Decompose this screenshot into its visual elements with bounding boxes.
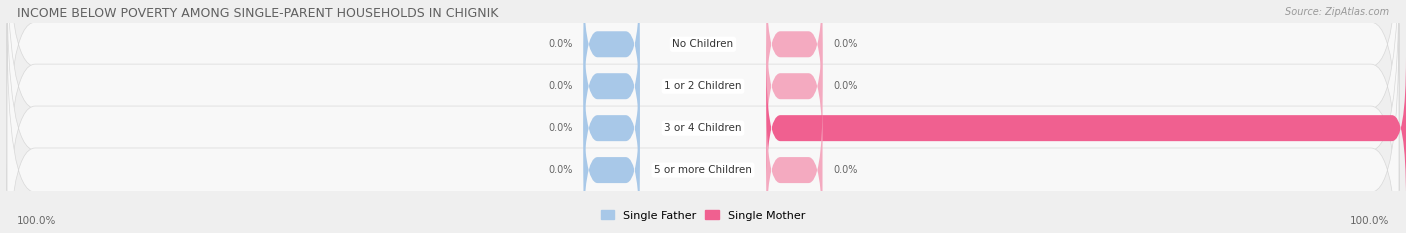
FancyBboxPatch shape <box>766 15 823 157</box>
Text: 0.0%: 0.0% <box>832 165 858 175</box>
Text: 0.0%: 0.0% <box>548 123 574 133</box>
Text: 0.0%: 0.0% <box>548 39 574 49</box>
Text: 0.0%: 0.0% <box>832 81 858 91</box>
FancyBboxPatch shape <box>583 57 640 199</box>
FancyBboxPatch shape <box>7 0 1399 190</box>
FancyBboxPatch shape <box>7 0 1399 232</box>
Text: 0.0%: 0.0% <box>832 39 858 49</box>
FancyBboxPatch shape <box>583 15 640 157</box>
Text: Source: ZipAtlas.com: Source: ZipAtlas.com <box>1285 7 1389 17</box>
FancyBboxPatch shape <box>583 99 640 233</box>
FancyBboxPatch shape <box>7 0 1399 233</box>
Text: 3 or 4 Children: 3 or 4 Children <box>664 123 742 133</box>
Text: 100.0%: 100.0% <box>17 216 56 226</box>
FancyBboxPatch shape <box>766 0 823 115</box>
Text: 100.0%: 100.0% <box>1350 216 1389 226</box>
FancyBboxPatch shape <box>766 57 1406 199</box>
Text: 0.0%: 0.0% <box>548 165 574 175</box>
Text: 0.0%: 0.0% <box>548 81 574 91</box>
FancyBboxPatch shape <box>766 99 823 233</box>
Text: 5 or more Children: 5 or more Children <box>654 165 752 175</box>
Text: INCOME BELOW POVERTY AMONG SINGLE-PARENT HOUSEHOLDS IN CHIGNIK: INCOME BELOW POVERTY AMONG SINGLE-PARENT… <box>17 7 498 20</box>
FancyBboxPatch shape <box>7 24 1399 233</box>
Text: 1 or 2 Children: 1 or 2 Children <box>664 81 742 91</box>
Text: No Children: No Children <box>672 39 734 49</box>
FancyBboxPatch shape <box>583 0 640 115</box>
Legend: Single Father, Single Mother: Single Father, Single Mother <box>596 206 810 225</box>
